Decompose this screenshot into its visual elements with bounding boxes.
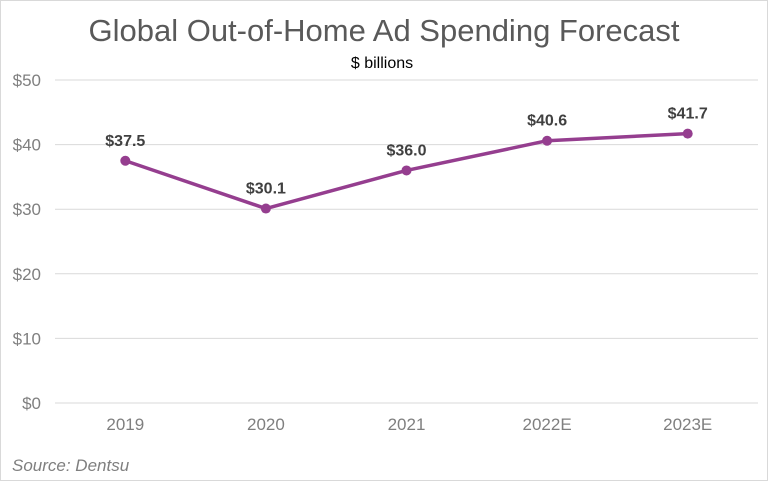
data-label: $40.6 <box>527 113 567 130</box>
x-axis-ticks: 2019 2020 2021 2022E 2023E <box>106 415 712 434</box>
y-tick-label: $10 <box>13 329 41 348</box>
y-tick-label: $40 <box>13 136 41 155</box>
source-note: Source: Dentsu <box>12 456 130 475</box>
data-label: $41.7 <box>668 106 708 123</box>
data-label: $37.5 <box>105 133 145 150</box>
data-point <box>401 165 412 176</box>
x-tick-label: 2019 <box>106 415 144 434</box>
series-line-layer <box>120 128 693 214</box>
data-point <box>260 203 271 214</box>
x-tick-label: 2020 <box>247 415 285 434</box>
x-tick-label: 2022E <box>523 415 572 434</box>
y-tick-label: $50 <box>13 71 41 90</box>
data-label: $36.0 <box>386 142 426 159</box>
data-point <box>542 135 553 146</box>
data-labels: $37.5 $30.1 $36.0 $40.6 $41.7 <box>105 106 708 198</box>
y-tick-label: $30 <box>13 200 41 219</box>
x-tick-label: 2023E <box>663 415 712 434</box>
chart-subtitle: $ billions <box>351 55 413 72</box>
x-tick-label: 2021 <box>388 415 426 434</box>
y-axis-ticks: $0 $10 $20 $30 $40 $50 <box>13 71 41 413</box>
chart-title: Global Out-of-Home Ad Spending Forecast <box>88 13 679 48</box>
y-tick-label: $0 <box>22 394 41 413</box>
data-point <box>120 155 131 166</box>
data-point <box>682 128 693 139</box>
data-label: $30.1 <box>246 181 286 198</box>
gridlines <box>55 79 758 404</box>
y-tick-label: $20 <box>13 265 41 284</box>
